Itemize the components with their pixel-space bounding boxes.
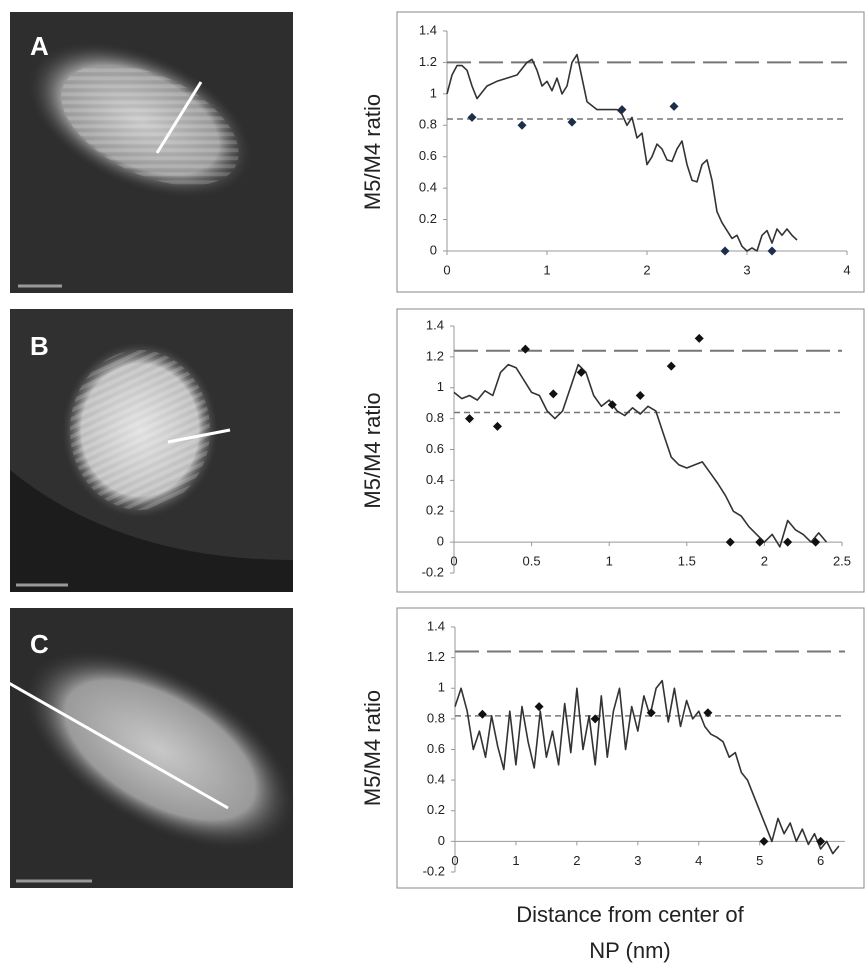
x-tick-label: 5: [756, 853, 763, 868]
x-tick-label: 1: [543, 262, 550, 277]
data-point: [669, 101, 679, 111]
x-tick-label: 0: [451, 853, 458, 868]
y-axis-title: M5/M4 ratio: [360, 94, 385, 210]
y-tick-label: 1: [437, 379, 444, 394]
data-point: [767, 246, 777, 256]
y-tick-label: 1.2: [427, 649, 445, 664]
y-tick-label: 0.6: [419, 148, 437, 163]
y-tick-label: 0.2: [427, 802, 445, 817]
x-tick-label: 0: [450, 554, 457, 569]
x-tick-label: 0.5: [523, 554, 541, 569]
data-point: [465, 414, 475, 424]
data-point: [666, 361, 676, 371]
y-tick-label: 1.2: [426, 348, 444, 363]
data-point: [607, 400, 617, 410]
data-point: [759, 836, 769, 846]
data-point: [703, 708, 713, 718]
x-tick-label: 6: [817, 853, 824, 868]
data-point: [783, 537, 793, 547]
y-tick-label: 0.2: [426, 503, 444, 518]
data-point: [576, 367, 586, 377]
micrograph-b: [10, 309, 293, 592]
data-point: [725, 537, 735, 547]
data-point: [520, 344, 530, 354]
y-tick-label: -0.2: [422, 564, 444, 579]
x-tick-label: 0: [443, 262, 450, 277]
data-point: [477, 709, 487, 719]
y-tick-label: 0: [430, 242, 437, 257]
data-point: [617, 105, 627, 115]
y-tick-label: -0.2: [423, 863, 445, 878]
y-axis-title: M5/M4 ratio: [360, 392, 385, 508]
x-tick-label: 3: [743, 262, 750, 277]
y-tick-label: 1.4: [426, 317, 444, 332]
data-point: [635, 390, 645, 400]
chart-frame: [396, 607, 865, 889]
y-tick-label: 1: [438, 680, 445, 695]
data-line: [446, 53, 798, 252]
panel-label: A: [30, 31, 49, 61]
data-line: [453, 363, 828, 548]
data-point: [720, 246, 730, 256]
x-tick-label: 4: [843, 262, 850, 277]
panel-label: B: [30, 331, 49, 361]
x-tick-label: 1: [606, 554, 613, 569]
y-tick-label: 0.6: [427, 741, 445, 756]
x-tick-label: 1: [512, 853, 519, 868]
y-tick-label: 1: [430, 85, 437, 100]
y-tick-label: 0.8: [419, 117, 437, 132]
data-point: [755, 537, 765, 547]
data-line: [454, 679, 840, 855]
x-tick-label: 3: [634, 853, 641, 868]
data-point: [517, 120, 527, 130]
y-tick-label: 1.4: [427, 618, 445, 633]
y-tick-label: 0.4: [426, 472, 444, 487]
data-point: [567, 117, 577, 127]
x-tick-label: 2.5: [833, 554, 851, 569]
data-point: [811, 537, 821, 547]
x-tick-label: 2: [643, 262, 650, 277]
y-tick-label: 0: [437, 534, 444, 549]
y-tick-label: 0.4: [419, 180, 437, 195]
y-tick-label: 0.6: [426, 441, 444, 456]
micrograph-c: [0, 608, 296, 888]
chart-frame: [396, 11, 865, 293]
panel-label: C: [30, 629, 49, 659]
data-point: [694, 333, 704, 343]
data-point: [492, 421, 502, 431]
data-point: [548, 389, 558, 399]
x-tick-label: 4: [695, 853, 702, 868]
y-tick-label: 0.4: [427, 772, 445, 787]
data-point: [816, 836, 826, 846]
micrograph-a: [10, 12, 293, 293]
y-tick-label: 0.2: [419, 211, 437, 226]
y-tick-label: 0.8: [427, 710, 445, 725]
y-tick-label: 1.2: [419, 54, 437, 69]
data-point: [534, 702, 544, 712]
data-point: [467, 112, 477, 122]
x-tick-label: 2: [573, 853, 580, 868]
y-tick-label: 0.8: [426, 410, 444, 425]
x-tick-label: 1.5: [678, 554, 696, 569]
y-tick-label: 1.4: [419, 22, 437, 37]
y-tick-label: 0: [438, 833, 445, 848]
x-tick-label: 2: [761, 554, 768, 569]
x-axis-title: Distance from center of NP (nm): [516, 902, 744, 963]
y-axis-title: M5/M4 ratio: [360, 690, 385, 806]
data-point: [590, 714, 600, 724]
data-point: [646, 708, 656, 718]
